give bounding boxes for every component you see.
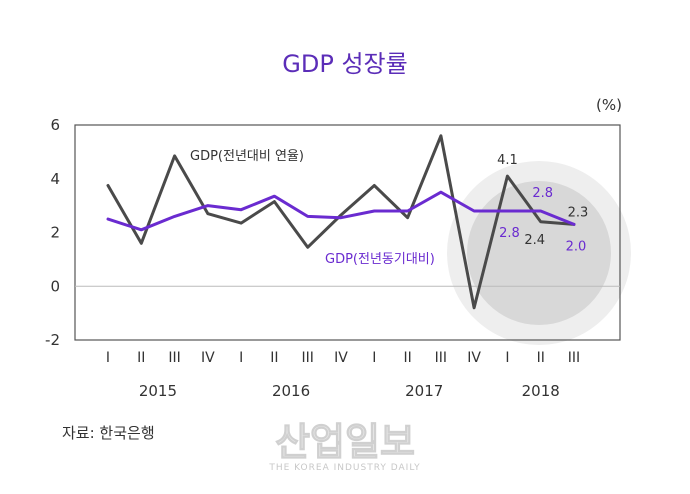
series-label-yearly-rate: GDP(전년대비 연율) bbox=[190, 149, 304, 164]
x-tick-label: I bbox=[505, 350, 509, 366]
x-tick-label: I bbox=[106, 350, 110, 366]
x-tick-label: IV bbox=[334, 350, 348, 366]
data-label: 4.1 bbox=[497, 153, 518, 168]
x-tick-label: III bbox=[302, 350, 314, 366]
x-axis: I II III IV I II III IV I II III IV I II III bbox=[106, 350, 580, 366]
plot-frame bbox=[74, 124, 621, 341]
watermark-subtitle: THE KOREA INDUSTRY DAILY bbox=[268, 463, 420, 473]
data-label: 2.8 bbox=[532, 186, 553, 201]
data-label: 2.3 bbox=[568, 205, 589, 220]
year-label: 2015 bbox=[139, 382, 177, 400]
y-tick-label: 0 bbox=[50, 277, 60, 295]
series-layer bbox=[106, 134, 576, 310]
series-line-1 bbox=[106, 190, 576, 232]
series-label-yoy: GDP(전년동기대비) bbox=[325, 252, 435, 267]
y-tick-label: -2 bbox=[45, 331, 60, 349]
data-label: 2.4 bbox=[524, 233, 545, 248]
x-tick-label: II bbox=[270, 350, 278, 366]
x-tick-label: I bbox=[372, 350, 376, 366]
source-note: 자료: 한국은행 bbox=[62, 424, 155, 442]
x-tick-label: II bbox=[403, 350, 411, 366]
x-tick-label: III bbox=[168, 350, 180, 366]
x-tick-label: IV bbox=[467, 350, 481, 366]
x-tick-label: I bbox=[239, 350, 243, 366]
data-labels: 4.1 2.4 2.3 2.8 2.8 2.0 bbox=[497, 153, 588, 254]
x-tick-label: III bbox=[435, 350, 447, 366]
year-label: 2017 bbox=[405, 382, 443, 400]
y-tick-label: 4 bbox=[50, 170, 60, 188]
highlight-circle-inner bbox=[467, 181, 611, 325]
x-tick-label: IV bbox=[201, 350, 215, 366]
unit-label: (%) bbox=[596, 96, 622, 114]
y-tick-label: 6 bbox=[50, 116, 60, 134]
series-line-0 bbox=[106, 134, 576, 310]
year-label: 2018 bbox=[522, 382, 560, 400]
y-tick-label: 2 bbox=[50, 224, 60, 242]
x-tick-label: III bbox=[568, 350, 580, 366]
year-label: 2016 bbox=[272, 382, 310, 400]
watermark-logo: 산업일보 bbox=[275, 420, 415, 464]
y-axis: 6 4 2 0 -2 bbox=[45, 116, 60, 349]
chart-title: GDP 성장률 bbox=[282, 50, 407, 78]
series-labels: GDP(전년대비 연율) GDP(전년동기대비) bbox=[190, 149, 435, 267]
year-axis: 2015 2016 2017 2018 bbox=[139, 382, 560, 400]
x-tick-label: II bbox=[537, 350, 545, 366]
data-label: 2.0 bbox=[566, 239, 587, 254]
x-tick-label: II bbox=[137, 350, 145, 366]
data-label: 2.8 bbox=[499, 226, 520, 241]
